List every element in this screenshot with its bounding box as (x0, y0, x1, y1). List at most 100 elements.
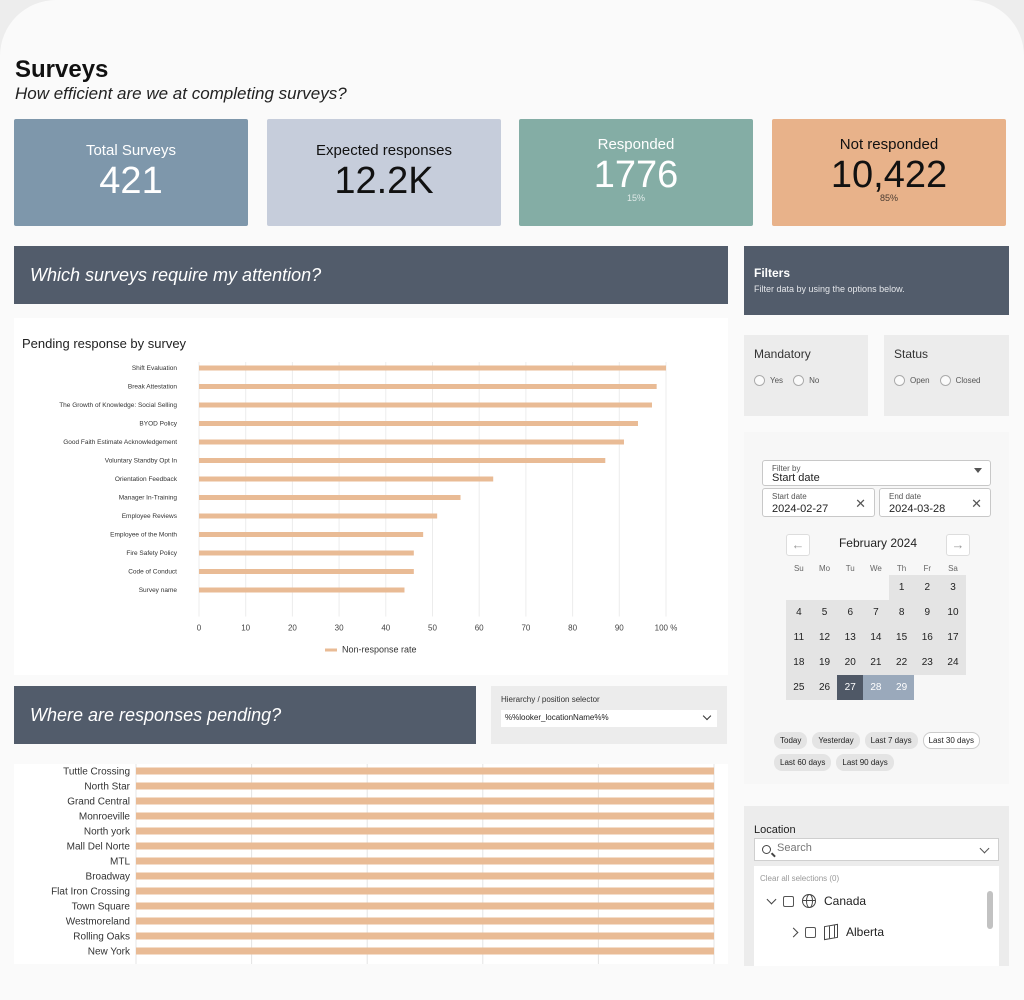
x-tick-label: 50 (428, 624, 437, 633)
location-search-input[interactable] (777, 842, 967, 854)
arrow-left-icon[interactable]: ← (786, 534, 810, 556)
calendar-header: ← February 2024 → (786, 532, 970, 556)
calendar-day[interactable]: 15 (888, 625, 915, 650)
calendar-day[interactable]: 19 (811, 650, 838, 675)
radio-circle[interactable] (894, 375, 905, 386)
clear-start-date-icon[interactable]: ✕ (855, 496, 866, 511)
y-category-label: New York (88, 947, 131, 958)
quick-range-button[interactable]: Today (774, 732, 808, 749)
calendar-day[interactable]: 29 (888, 675, 915, 700)
kpi-label: Expected responses (316, 142, 452, 159)
quick-range-button[interactable]: Last 90 days (836, 754, 894, 771)
calendar-day[interactable]: 23 (914, 650, 941, 675)
checkbox[interactable] (783, 895, 794, 907)
quick-range-button[interactable]: Yesterday (812, 732, 860, 749)
caret-down-icon[interactable] (974, 468, 982, 473)
pending-by-location-svg: Tuttle Crossing North Star Grand Central Mo… (51, 764, 715, 964)
status-open-radio[interactable]: Open (894, 375, 930, 386)
calendar-day[interactable]: 24 (940, 650, 966, 675)
location-search[interactable] (754, 838, 999, 861)
pending-by-location-chart: Tuttle Crossing North Star Grand Central Mo… (14, 764, 728, 964)
calendar-day[interactable]: 25 (786, 675, 812, 700)
status-closed-radio[interactable]: Closed (939, 375, 980, 386)
pending-by-survey-chart: Pending response by survey 0 10 20 30 40 50 60… (14, 318, 728, 675)
section-banner-attention: Which surveys require my attention? (14, 246, 728, 304)
quick-range-button[interactable]: Last 7 days (864, 732, 918, 749)
calendar-day[interactable]: 16 (914, 625, 941, 650)
bar (199, 365, 666, 371)
map-icon (824, 923, 838, 941)
calendar-day[interactable]: 17 (940, 625, 966, 650)
y-category-label: Employee of the Month (110, 532, 177, 539)
filter-by-select[interactable]: Filter by Start date (762, 460, 991, 486)
calendar-day[interactable]: 14 (863, 625, 889, 650)
chevron-down-icon[interactable] (766, 894, 777, 904)
calendar-day[interactable]: 2 (914, 575, 941, 600)
calendar-day[interactable]: 8 (888, 600, 915, 625)
mandatory-yes-radio[interactable]: Yes (754, 375, 783, 386)
start-date-field[interactable]: Start date 2024-02-27 ✕ (762, 488, 875, 517)
mandatory-no-radio[interactable]: No (793, 375, 819, 386)
clear-all-selections[interactable]: Clear all selections (0) (760, 874, 840, 883)
chevron-down-icon[interactable] (702, 711, 712, 721)
scrollbar[interactable] (987, 891, 993, 929)
end-date-field[interactable]: End date 2024-03-28 ✕ (879, 488, 991, 517)
quick-range-button[interactable]: Last 60 days (774, 754, 832, 771)
calendar-day[interactable]: 11 (786, 625, 812, 650)
y-category-label: Survey name (139, 587, 178, 594)
y-category-label: Town Square (72, 902, 131, 913)
calendar-day[interactable]: 27 (837, 675, 864, 700)
calendar-day[interactable]: 21 (863, 650, 889, 675)
calendar-day[interactable]: 6 (837, 600, 864, 625)
calendar-day[interactable]: 7 (863, 600, 889, 625)
bar (136, 932, 714, 940)
calendar-day[interactable]: 26 (811, 675, 838, 700)
bar (199, 587, 405, 593)
chevron-down-icon[interactable] (979, 843, 990, 854)
hierarchy-select[interactable]: %%looker_locationName%% (501, 710, 717, 727)
start-date-value[interactable]: 2024-02-27 (772, 503, 829, 515)
calendar-day[interactable]: 4 (786, 600, 812, 625)
bar (199, 550, 414, 556)
y-category-label: MTL (110, 857, 130, 868)
bar (199, 402, 652, 408)
calendar-empty-cell (786, 575, 812, 600)
y-category-label: Tuttle Crossing (63, 767, 130, 778)
kpi-label: Responded (597, 136, 675, 153)
y-category-label: Good Faith Estimate Acknowledgement (63, 439, 177, 446)
filters-description: Filter data by using the options below. (754, 284, 905, 294)
y-category-label: Mall Del Norte (67, 842, 131, 853)
arrow-right-icon[interactable]: → (946, 534, 970, 556)
tree-item-label: Canada (824, 894, 867, 908)
calendar-day[interactable]: 22 (888, 650, 915, 675)
radio-circle[interactable] (793, 375, 805, 386)
end-date-value[interactable]: 2024-03-28 (889, 503, 946, 515)
checkbox[interactable] (805, 926, 816, 938)
y-category-label: Broadway (86, 872, 130, 883)
bar (136, 887, 714, 895)
bar (136, 902, 714, 910)
radio-circle[interactable] (754, 375, 765, 386)
calendar-day[interactable]: 18 (786, 650, 812, 675)
calendar-day[interactable]: 1 (888, 575, 915, 600)
x-tick-label: 70 (521, 624, 530, 633)
calendar-day[interactable]: 10 (940, 600, 966, 625)
start-date-label: Start date (772, 492, 807, 501)
clear-end-date-icon[interactable]: ✕ (971, 496, 982, 511)
calendar-day[interactable]: 12 (811, 625, 838, 650)
quick-range-button[interactable]: Last 30 days (922, 732, 980, 749)
x-tick-label: 90 (615, 624, 624, 633)
radio-circle[interactable] (939, 375, 951, 386)
tree-item-canada[interactable]: Canada (766, 894, 867, 908)
x-tick-label: 40 (381, 624, 390, 633)
tree-item-alberta[interactable]: Alberta (788, 923, 884, 941)
calendar-day[interactable]: 20 (837, 650, 864, 675)
calendar-day[interactable]: 28 (863, 675, 889, 700)
calendar-month: February 2024 (838, 536, 918, 550)
calendar-day[interactable]: 5 (811, 600, 838, 625)
calendar-day[interactable]: 13 (837, 625, 864, 650)
calendar-day[interactable]: 9 (914, 600, 941, 625)
calendar-day[interactable]: 3 (940, 575, 966, 600)
mandatory-title: Mandatory (754, 347, 811, 361)
chevron-right-icon[interactable] (788, 927, 799, 937)
